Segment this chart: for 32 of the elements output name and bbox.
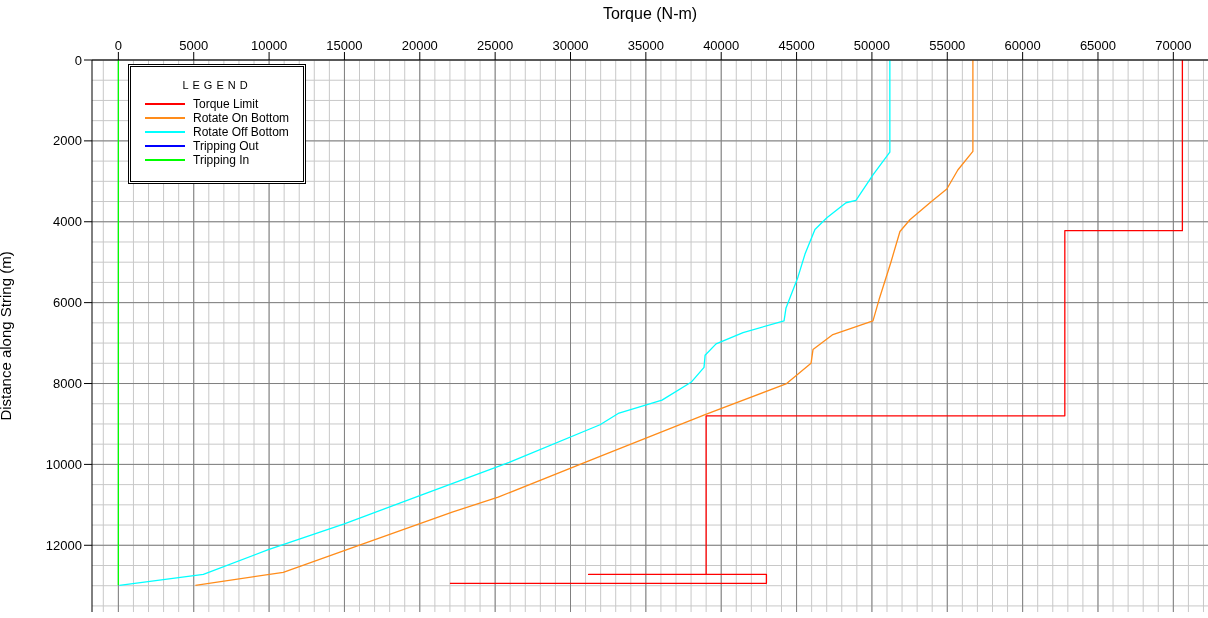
y-axis-title: Distance along String (m) — [0, 251, 15, 421]
x-tick-label: 30000 — [552, 38, 589, 53]
x-tick-label: 25000 — [477, 38, 514, 53]
y-tick-label: 4000 — [53, 214, 82, 230]
x-tick-label: 40000 — [703, 38, 740, 53]
x-tick-label: 10000 — [251, 38, 288, 53]
legend-label: Rotate On Bottom — [193, 111, 290, 125]
legend-label: Torque Limit — [193, 97, 259, 111]
y-tick-label: 0 — [74, 52, 82, 68]
x-tick-label: 20000 — [401, 38, 438, 53]
x-tick-label: 70000 — [1155, 38, 1192, 53]
x-tick-label: 15000 — [326, 38, 363, 53]
y-tick-label: 2000 — [53, 133, 82, 149]
x-tick-label: 45000 — [778, 38, 815, 53]
y-tick-label: 6000 — [53, 295, 82, 311]
x-tick-label: 35000 — [627, 38, 664, 53]
x-tick-label: 50000 — [853, 38, 890, 53]
x-tick-label: 60000 — [1004, 38, 1041, 53]
line-series — [118, 60, 891, 586]
legend-label: Tripping In — [193, 153, 250, 167]
line-series — [449, 60, 1184, 584]
x-tick-label: 5000 — [179, 38, 209, 53]
y-tick-label: 12000 — [45, 537, 82, 553]
x-tick-label: 65000 — [1079, 38, 1117, 53]
legend-label: Tripping Out — [193, 139, 259, 153]
legend-title: LEGEND — [181, 79, 253, 91]
x-axis-title: Torque (N-m) — [602, 5, 698, 22]
x-tick-label: 55000 — [929, 38, 966, 53]
x-tick-label: 0 — [114, 38, 122, 53]
y-tick-label: 8000 — [53, 376, 82, 392]
y-tick-label: 10000 — [45, 457, 82, 473]
legend-label: Rotate Off Bottom — [193, 125, 289, 139]
